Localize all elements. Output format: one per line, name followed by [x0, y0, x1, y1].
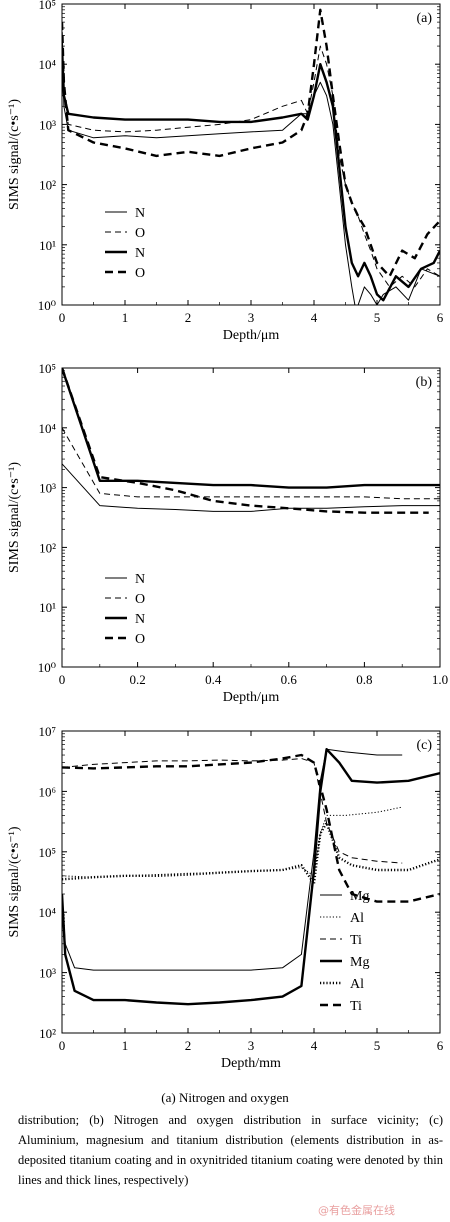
y-tick-label: 10¹ [39, 600, 56, 615]
y-tick-label: 10⁴ [38, 421, 56, 436]
legend-label: O [135, 632, 145, 647]
x-axis-label: Depth/μm [223, 690, 280, 705]
watermark: @有色金属在线 [318, 1204, 395, 1217]
x-tick-label: 0 [59, 1038, 66, 1053]
panel-label: (a) [416, 11, 432, 26]
panel-label: (b) [416, 375, 433, 390]
chart-panel-a: 10⁰ 10¹ 10² 10³ 10⁴ 10⁵ 0 1 2 3 4 5 6 Depth/μm SIMS si… [7, 0, 444, 343]
series-line-o-thick-dashed [62, 368, 429, 514]
legend-label: Al [350, 911, 364, 926]
y-tick-label: 10⁰ [38, 298, 56, 313]
series-line-n-thick-solid [62, 368, 440, 489]
y-tick-label: 10⁶ [38, 784, 56, 799]
legend-label: O [135, 592, 145, 607]
x-tick-label: 0.8 [356, 672, 372, 687]
y-tick-label: 10⁵ [38, 845, 56, 860]
series-group [62, 368, 440, 514]
figure-caption-heading: (a) Nitrogen and oxygen [161, 1090, 289, 1105]
y-axis-label: SIMS signal/(c•s⁻¹) [7, 462, 22, 573]
x-tick-label: 6 [437, 1038, 444, 1053]
chart-panel-c: 10² 10³ 10⁴ 10⁵ 10⁶ 10⁷ 0 1 2 3 4 5 6 Depth/mm SIMS si… [7, 724, 444, 1071]
x-tick-label: 1.0 [432, 672, 448, 687]
series-group [62, 8, 440, 305]
y-axis-label: SIMS signal/(c•s⁻¹) [7, 99, 22, 210]
y-tick-label: 10³ [39, 481, 56, 496]
legend-label: Ti [350, 999, 362, 1014]
x-tick-label: 0.2 [129, 672, 145, 687]
legend-label: Al [350, 977, 364, 992]
legend-label: Mg [350, 955, 369, 970]
x-tick-label: 0.4 [205, 672, 222, 687]
x-axis-label: Depth/μm [223, 328, 280, 343]
x-tick-label: 2 [185, 310, 192, 325]
legend-label: N [135, 612, 145, 627]
series-line-o-thin-dashed [62, 427, 440, 500]
x-tick-label: 0 [59, 672, 66, 687]
y-tick-label: 10⁵ [38, 361, 56, 376]
x-axis-label: Depth/mm [221, 1056, 281, 1071]
y-tick-label: 10⁰ [38, 660, 56, 675]
series-line-n-thin-solid [62, 46, 440, 305]
legend-label: N [135, 206, 145, 221]
x-tick-label: 0.6 [281, 672, 298, 687]
x-tick-label: 6 [437, 310, 444, 325]
x-tick-label: 5 [374, 1038, 381, 1053]
panel-label: (c) [416, 738, 432, 753]
series-line-mg-thick-solid [62, 748, 440, 1006]
chart-panel-b: 10⁰ 10¹ 10² 10³ 10⁴ 10⁵ 0 0.2 0.4 0.6 0.8 1.0 Depth/… [7, 361, 448, 705]
series-line-o-thin-dashed [62, 22, 440, 288]
legend-label: N [135, 246, 145, 261]
y-tick-label: 10⁴ [38, 57, 56, 72]
y-tick-label: 10⁷ [38, 724, 56, 739]
plot-frame [61, 3, 441, 306]
y-tick-label: 10³ [39, 966, 56, 981]
series-line-al-thick-dotted [62, 821, 440, 885]
y-tick-label: 10⁴ [38, 905, 56, 920]
legend-label: O [135, 226, 145, 241]
x-tick-label: 5 [374, 310, 381, 325]
legend: Mg Al Ti Mg Al Ti [320, 889, 369, 1014]
y-tick-label: 10² [39, 1026, 56, 1041]
legend-label: N [135, 572, 145, 587]
legend-label: Mg [350, 889, 369, 904]
x-tick-label: 4 [311, 310, 318, 325]
x-tick-label: 1 [122, 1038, 129, 1053]
series-line-ti-thick-dashed [62, 753, 440, 903]
y-tick-label: 10³ [39, 117, 56, 132]
y-tick-label: 10² [39, 178, 56, 193]
figure-caption-body: distribution; (b) Nitrogen and oxygen di… [18, 1113, 443, 1187]
x-tick-label: 1 [122, 310, 129, 325]
y-tick-label: 10⁵ [38, 0, 56, 12]
x-tick-label: 0 [59, 310, 66, 325]
series-line-n-thin-solid [62, 463, 440, 512]
x-tick-label: 3 [248, 310, 255, 325]
x-tick-label: 4 [311, 1038, 318, 1053]
legend-label: Ti [350, 933, 362, 948]
plot-frame [61, 367, 441, 668]
y-axis-label: SIMS signal/(c•s⁻¹) [7, 826, 22, 937]
series-line-mg-thin-solid [62, 748, 403, 971]
series-line-n-thick-solid [62, 46, 440, 302]
x-tick-label: 3 [248, 1038, 255, 1053]
legend-label: O [135, 266, 145, 281]
figure-charts: 10⁰ 10¹ 10² 10³ 10⁴ 10⁵ 0 1 2 3 4 5 6 Depth/μm SIMS si… [7, 0, 448, 1071]
y-tick-label: 10¹ [39, 238, 56, 253]
series-line-ti-thin-dashed [62, 758, 403, 864]
y-tick-label: 10² [39, 540, 56, 555]
x-tick-label: 2 [185, 1038, 192, 1053]
series-line-al-thin-dotted [62, 806, 403, 878]
plot-frame [61, 730, 441, 1034]
series-group [62, 748, 440, 1006]
series-line-o-thick-dashed [62, 8, 440, 278]
